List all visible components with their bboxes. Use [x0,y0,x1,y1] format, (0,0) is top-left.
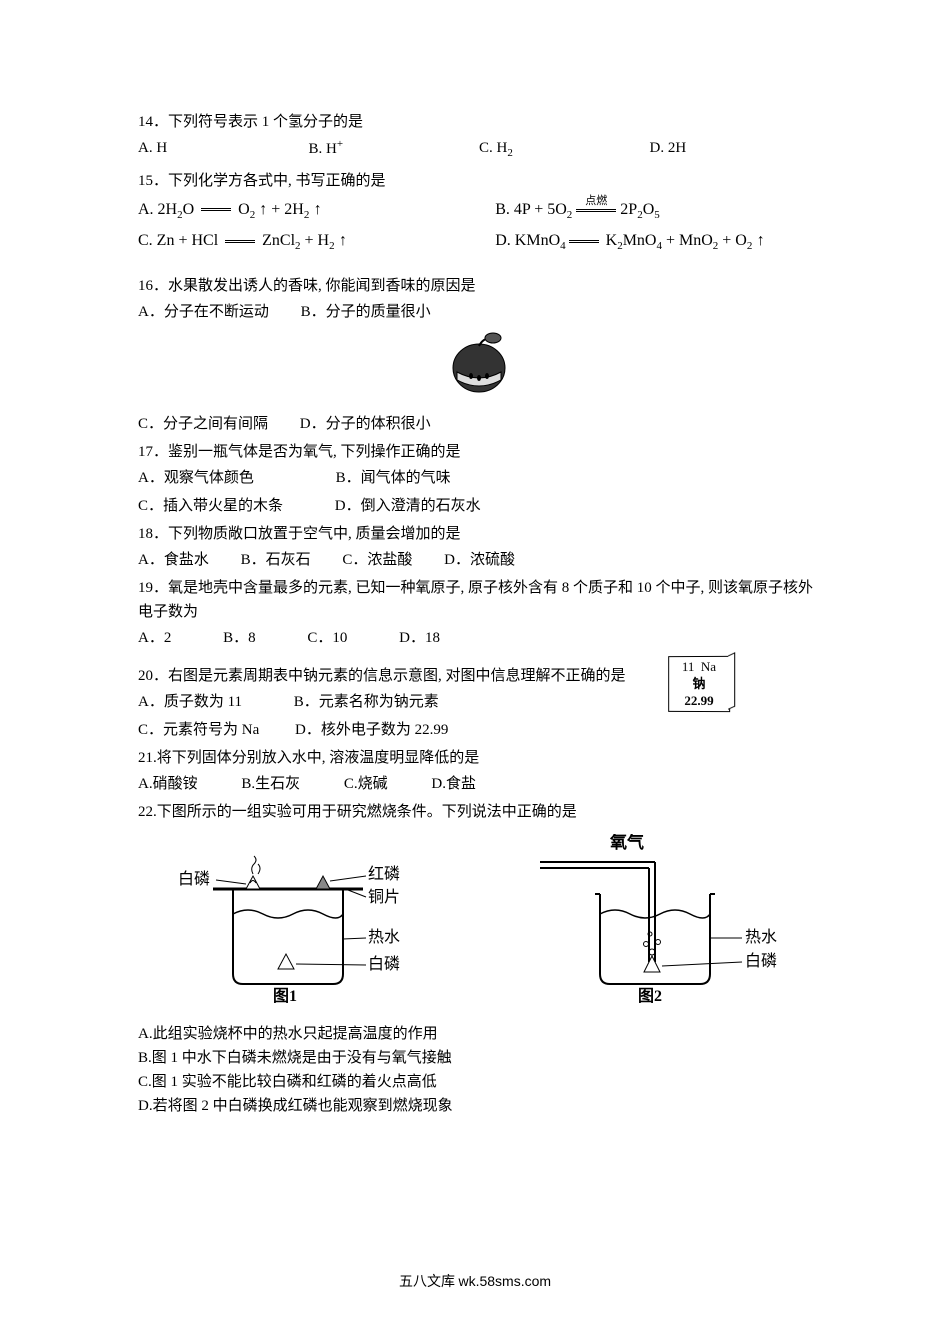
q21-opt-b: B.生石灰 [241,772,300,796]
q17-opts-ab: A．观察气体颜色 B．闻气体的气味 [138,466,820,490]
question-21: 21.将下列固体分别放入水中, 溶液温度明显降低的是 A.硝酸铵 B.生石灰 C… [138,746,820,796]
q17-opt-b: B．闻气体的气味 [336,466,451,490]
q17-opt-a: A．观察气体颜色 [138,466,254,490]
q18-opt-c: C．浓盐酸 [342,548,412,572]
q15-row2: C. Zn + HCl ZnCl2 + H2 ↑ D. KMnO4 K2MnO4… [138,228,820,256]
q21-opts: A.硝酸铵 B.生石灰 C.烧碱 D.食盐 [138,772,820,796]
q17-opt-d: D．倒入澄清的石灰水 [335,494,481,518]
q17-opts-cd: C．插入带火星的木条 D．倒入澄清的石灰水 [138,494,820,518]
q18-opt-d: D．浓硫酸 [444,548,515,572]
question-22: 22.下图所示的一组实验可用于研究燃烧条件。下列说法中正确的是 [138,800,820,1118]
q20-opt-a: A．质子数为 11 [138,690,242,714]
q14-opt-d: D. 2H [650,136,821,163]
fig2-label-whitep: 白磷 [745,952,777,970]
element-row2: 钠 [669,676,729,693]
q20-opts-cd: C．元素符号为 Na D．核外电子数为 22.99 [138,718,820,742]
q15-eq-d: D. KMnO4 K2MnO4 + MnO2 + O2 ↑ [495,228,820,256]
element-periodic-box: 11 Na 钠 22.99 [668,656,730,712]
question-18: 18．下列物质敞口放置于空气中, 质量会增加的是 A．食盐水 B．石灰石 C．浓… [138,522,820,572]
q18-opt-a: A．食盐水 [138,548,209,572]
fig1-label-redp: 红磷 [368,865,400,883]
q20-opt-c: C．元素符号为 Na [138,718,259,742]
question-14: 14．下列符号表示 1 个氢分子的是 A. H B. H+ C. H2 D. 2… [138,110,820,163]
q22-opt-d: D.若将图 2 中白磷换成红磷也能观察到燃烧现象 [138,1094,820,1118]
q16-opt-b: B．分子的质量很小 [301,300,431,324]
figure-1: 白磷 红磷 铜片 热水 白磷 图1 [138,834,438,1012]
page-footer: 五八文库 wk.58sms.com [0,1270,950,1294]
q22-diagrams: 白磷 红磷 铜片 热水 白磷 图1 氧气 [138,834,820,1012]
q16-stem: 16．水果散发出诱人的香味, 你能闻到香味的原因是 [138,274,820,298]
q14-opt-c: C. H2 [479,136,650,163]
q18-opts: A．食盐水 B．石灰石 C．浓盐酸 D．浓硫酸 [138,548,820,572]
q19-opt-a: A．2 [138,626,171,650]
fig1-label-hotwater: 热水 [368,928,400,946]
q19-opts: A．2 B．8 C．10 D．18 [138,626,820,650]
question-19: 19．氧是地壳中含量最多的元素, 已知一种氧原子, 原子核外含有 8 个质子和 … [138,576,820,650]
q15-eq-a: A. 2H2O O2 ↑ + 2H2 ↑ [138,197,495,225]
q14-stem: 14．下列符号表示 1 个氢分子的是 [138,110,820,134]
q21-stem: 21.将下列固体分别放入水中, 溶液温度明显降低的是 [138,746,820,770]
figure-2: 氧气 热水 白磷 [510,834,820,1012]
q18-stem: 18．下列物质敞口放置于空气中, 质量会增加的是 [138,522,820,546]
q14-opt-b: B. H+ [309,136,480,163]
q16-opts-cd: C．分子之间有间隔 D．分子的体积很小 [138,412,820,436]
fig1-label-whitep-bot: 白磷 [368,955,400,973]
q17-stem: 17．鉴别一瓶气体是否为氧气, 下列操作正确的是 [138,440,820,464]
element-row1: 11 Na [669,659,729,676]
question-15: 15．下列化学方各式中, 书写正确的是 A. 2H2O O2 ↑ + 2H2 ↑… [138,169,820,257]
q22-opt-b: B.图 1 中水下白磷未燃烧是由于没有与氧气接触 [138,1046,820,1070]
q15-stem: 15．下列化学方各式中, 书写正确的是 [138,169,820,193]
fig1-caption: 图1 [273,987,297,1004]
q21-opt-d: D.食盐 [431,772,476,796]
q16-opt-c: C．分子之间有间隔 [138,412,268,436]
q14-options: A. H B. H+ C. H2 D. 2H [138,136,820,163]
q19-opt-d: D．18 [399,626,440,650]
q16-opt-a: A．分子在不断运动 [138,300,269,324]
q16-opt-d: D．分子的体积很小 [300,412,431,436]
q19-opt-c: C．10 [307,626,347,650]
fig2-caption: 图2 [638,987,662,1004]
q19-opt-b: B．8 [223,626,256,650]
q20-opt-d: D．核外电子数为 22.99 [295,718,448,742]
fig2-oxygen-label: 氧气 [609,834,644,852]
footer-text: 五八文库 [399,1275,459,1290]
q15-eq-c: C. Zn + HCl ZnCl2 + H2 ↑ [138,228,495,256]
question-16: 16．水果散发出诱人的香味, 你能闻到香味的原因是 A．分子在不断运动 B．分子… [138,274,820,436]
footer-link: wk.58sms.com [458,1273,551,1289]
element-row3: 22.99 [669,693,729,710]
q22-opt-c: C.图 1 实验不能比较白磷和红磷的着火点高低 [138,1070,820,1094]
q18-opt-b: B．石灰石 [241,548,311,572]
fig1-label-whitep-top: 白磷 [178,870,210,888]
fig2-label-hotwater: 热水 [745,928,777,946]
q21-opt-a: A.硝酸铵 [138,772,198,796]
question-17: 17．鉴别一瓶气体是否为氧气, 下列操作正确的是 A．观察气体颜色 B．闻气体的… [138,440,820,518]
q20-opt-b: B．元素名称为钠元素 [294,690,439,714]
q21-opt-c: C.烧碱 [344,772,388,796]
q22-stem: 22.下图所示的一组实验可用于研究燃烧条件。下列说法中正确的是 [138,800,820,824]
apple-image [138,332,820,404]
q15-row1: A. 2H2O O2 ↑ + 2H2 ↑ B. 4P + 5O2 点燃 2P2O… [138,197,820,225]
fig1-label-copper: 铜片 [368,888,400,906]
q15-eq-b: B. 4P + 5O2 点燃 2P2O5 [495,197,820,225]
q22-opt-a: A.此组实验烧杯中的热水只起提高温度的作用 [138,1022,820,1046]
q14-opt-a: A. H [138,136,309,163]
q19-stem: 19．氧是地壳中含量最多的元素, 已知一种氧原子, 原子核外含有 8 个质子和 … [138,576,820,624]
q17-opt-c: C．插入带火星的木条 [138,494,283,518]
q16-opts-ab: A．分子在不断运动 B．分子的质量很小 [138,300,820,324]
